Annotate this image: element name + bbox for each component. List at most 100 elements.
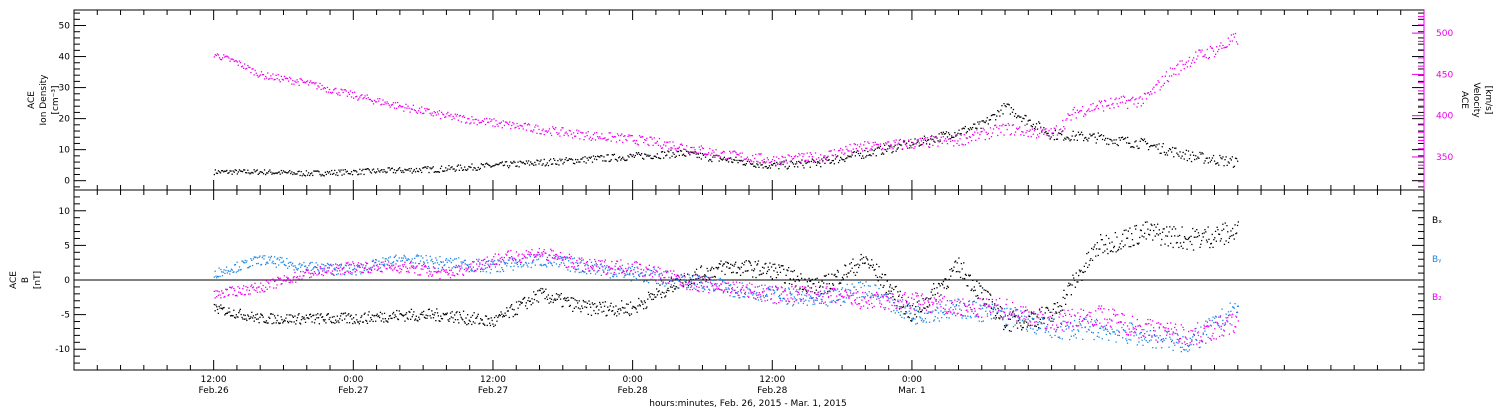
bx-point: [501, 314, 502, 315]
velocity-point: [992, 132, 993, 133]
bx-point: [404, 321, 405, 322]
bx-point: [1072, 275, 1073, 276]
bx-point: [367, 323, 368, 324]
velocity-point: [642, 136, 643, 137]
bx-point: [494, 317, 495, 318]
by-point: [337, 270, 338, 271]
bx-point: [887, 281, 888, 282]
velocity-point: [351, 96, 352, 97]
density-point: [663, 157, 664, 158]
bx-point: [511, 304, 512, 305]
density-point: [299, 171, 300, 172]
velocity-point: [1168, 81, 1169, 82]
density-point: [611, 159, 612, 160]
velocity-point: [942, 143, 943, 144]
bx-point: [317, 313, 318, 314]
velocity-point: [1148, 92, 1149, 93]
velocity-point: [310, 80, 311, 81]
density-point: [254, 169, 255, 170]
by-point: [935, 316, 936, 317]
density-point: [583, 161, 584, 162]
bx-point: [1131, 233, 1132, 234]
by-point: [687, 284, 688, 285]
density-point: [683, 154, 684, 155]
bx-point: [408, 319, 409, 320]
bx-point: [332, 317, 333, 318]
density-point: [781, 161, 782, 162]
bx-point: [916, 316, 917, 317]
density-point: [1061, 134, 1062, 135]
by-point: [219, 267, 220, 268]
bx-point: [1172, 229, 1173, 230]
bx-point: [990, 295, 991, 296]
by-point: [1103, 330, 1104, 331]
by-point: [628, 268, 629, 269]
velocity-point: [341, 89, 342, 90]
density-point: [954, 132, 955, 133]
by-point: [694, 284, 695, 285]
density-point: [508, 167, 509, 168]
bx-point: [936, 287, 937, 288]
density-point: [449, 169, 450, 170]
velocity-point: [1219, 45, 1220, 46]
density-point: [390, 169, 391, 170]
by-point: [952, 314, 953, 315]
density-point: [1232, 156, 1233, 157]
velocity-point: [973, 135, 974, 136]
by-point: [633, 276, 634, 277]
density-point: [643, 159, 644, 160]
density-point: [1063, 139, 1064, 140]
density-point: [766, 166, 767, 167]
bx-point: [303, 318, 304, 319]
bx-point: [577, 302, 578, 303]
by-point: [297, 269, 298, 270]
velocity-point: [534, 126, 535, 127]
velocity-point: [347, 96, 348, 97]
density-point: [824, 163, 825, 164]
by-point: [631, 280, 632, 281]
velocity-point: [819, 160, 820, 161]
by-point: [679, 277, 680, 278]
bx-point: [1075, 287, 1076, 288]
density-point: [265, 174, 266, 175]
density-point: [360, 173, 361, 174]
by-point: [223, 269, 224, 270]
by-point: [769, 286, 770, 287]
velocity-point: [1119, 98, 1120, 99]
by-point: [448, 260, 449, 261]
density-point: [339, 171, 340, 172]
by-point: [1204, 330, 1205, 331]
bx-point: [877, 277, 878, 278]
velocity-point: [729, 151, 730, 152]
density-point: [890, 145, 891, 146]
velocity-point: [287, 78, 288, 79]
density-point: [1200, 154, 1201, 155]
bx-point: [305, 322, 306, 323]
velocity-point: [549, 128, 550, 129]
velocity-point: [878, 144, 879, 145]
bx-point: [508, 310, 509, 311]
bx-point: [474, 323, 475, 324]
velocity-point: [879, 147, 880, 148]
bx-point: [355, 322, 356, 323]
velocity-point: [357, 100, 358, 101]
density-point: [746, 163, 747, 164]
bx-point: [942, 284, 943, 285]
velocity-point: [1146, 98, 1147, 99]
bz-point: [276, 284, 277, 285]
bx-point: [526, 302, 527, 303]
by-point: [1068, 326, 1069, 327]
bz-point: [250, 293, 251, 294]
by-point: [360, 273, 361, 274]
bx-point: [306, 315, 307, 316]
density-point: [641, 153, 642, 154]
velocity-point: [1053, 135, 1054, 136]
density-point: [1208, 162, 1209, 163]
bx-point: [291, 321, 292, 322]
by-point: [755, 293, 756, 294]
by-point: [1004, 308, 1005, 309]
bx-point: [371, 319, 372, 320]
density-point: [509, 165, 510, 166]
velocity-point: [604, 137, 605, 138]
bx-point: [1063, 290, 1064, 291]
